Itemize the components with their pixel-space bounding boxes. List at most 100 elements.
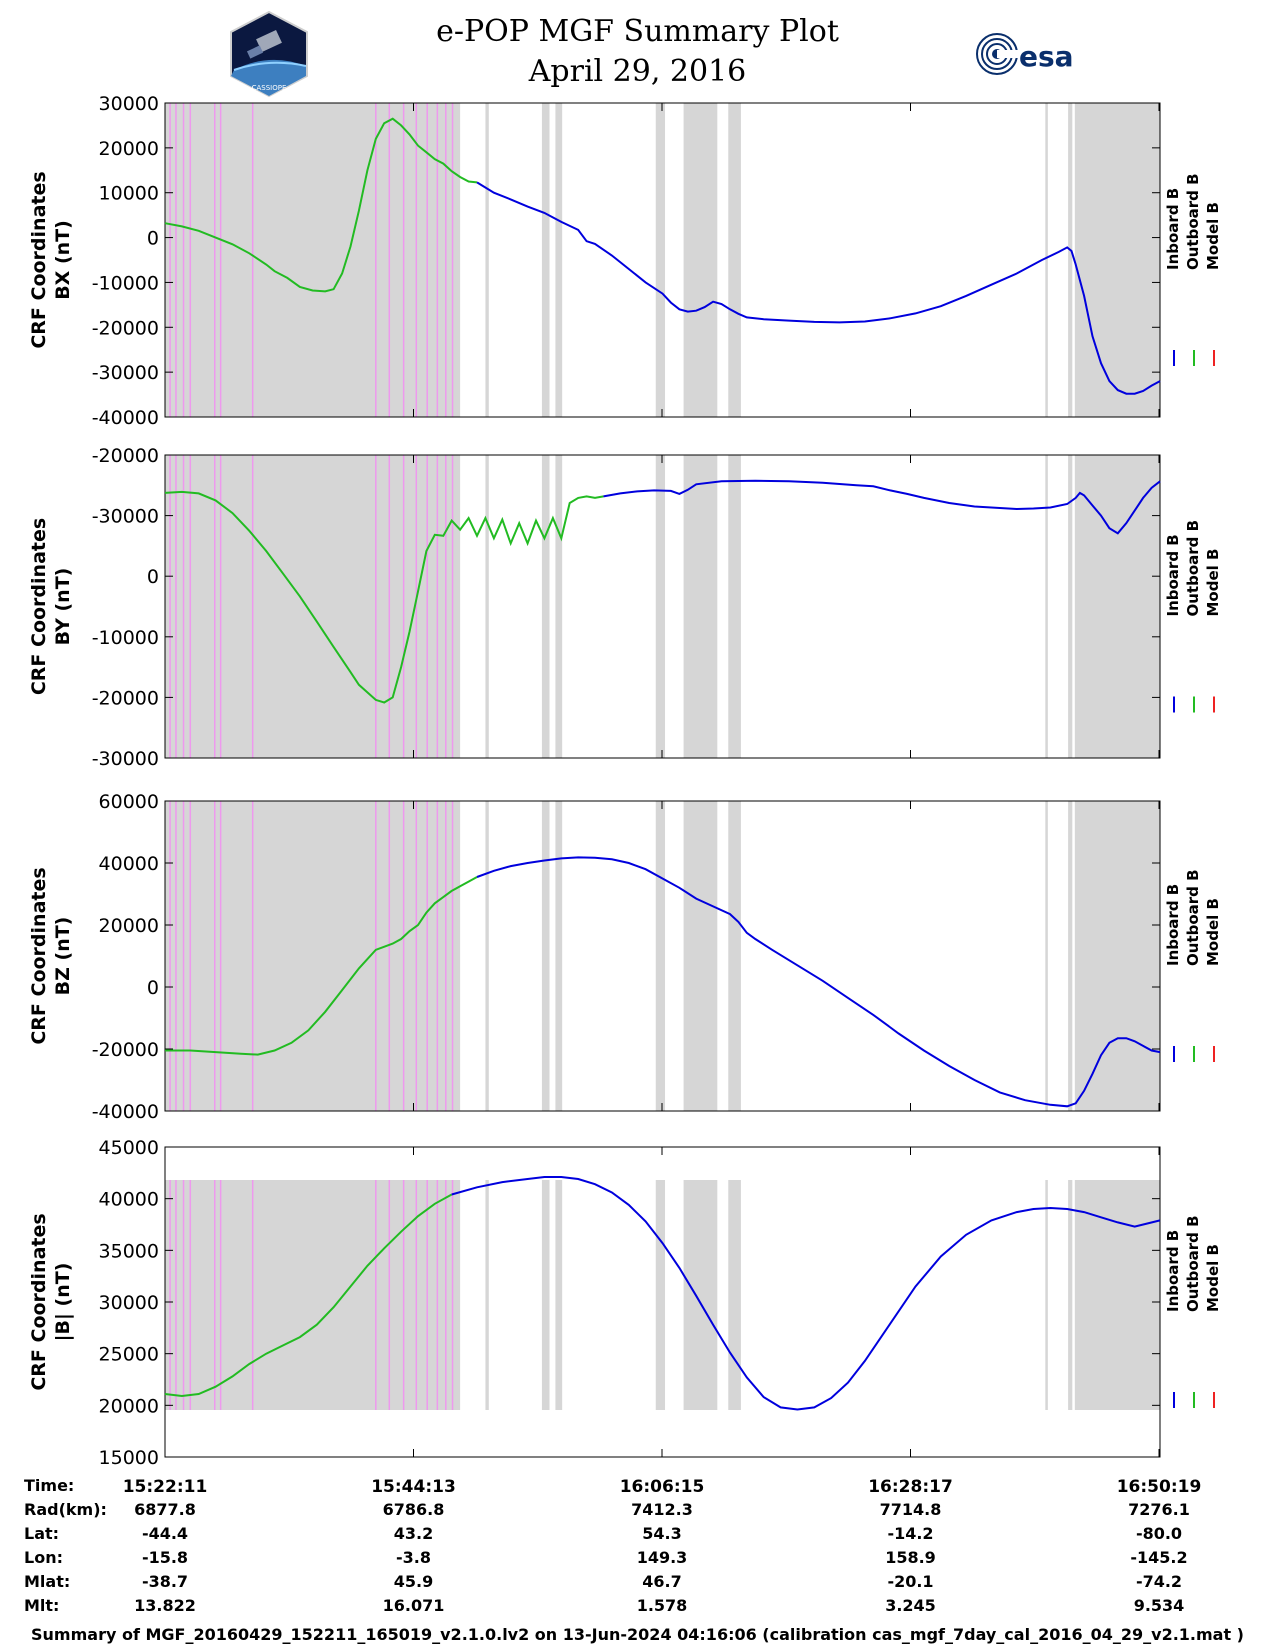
data-gap-band [655, 455, 666, 758]
data-gap-band [683, 103, 718, 417]
y-tick-label: 30000 [99, 93, 159, 115]
y-tick-label: -30000 [92, 362, 159, 384]
series-line-outboard-b [164, 1193, 453, 1398]
legend-label: Model B [1204, 549, 1222, 617]
ephemeris-value: 149.3 [636, 1548, 688, 1567]
series-line-inboard-b [476, 181, 1161, 395]
x-tick-label: 16:06:15 [620, 1477, 705, 1497]
x-tick-label: 16:28:17 [868, 1477, 953, 1497]
ephemeris-row-label: Mlt: [24, 1596, 60, 1615]
data-gap-band [655, 103, 666, 417]
ephemeris-value: -3.8 [396, 1548, 431, 1567]
epop-logo-text: CASSIOPE [252, 84, 287, 92]
data-gap-band [541, 103, 550, 417]
data-gap-band [555, 455, 563, 758]
data-gap-band [1074, 455, 1160, 758]
y-tick-label: 20000 [99, 138, 159, 160]
legend-label: Model B [1204, 202, 1222, 270]
y-tick-label: -20000 [92, 1039, 159, 1061]
x-tick-label: 15:44:13 [371, 1477, 456, 1497]
ephemeris-value: 6786.8 [382, 1500, 445, 1519]
data-gap-band [1045, 455, 1048, 758]
data-gap-band [555, 1180, 563, 1410]
ephemeris-value: 9.534 [1133, 1596, 1185, 1615]
legend-label: Outboard B [1184, 173, 1202, 270]
data-gap-band [1074, 1180, 1160, 1410]
y-tick-label: 45000 [99, 1137, 159, 1159]
ephemeris-value: -15.8 [141, 1548, 189, 1567]
ephemeris-row-label: Rad(km): [24, 1500, 107, 1519]
chart-title: e-POP MGF Summary Plot [436, 14, 839, 49]
ephemeris-value: -44.4 [141, 1524, 189, 1543]
ephemeris-value: 13.822 [134, 1596, 196, 1615]
ephemeris-value: 16.071 [382, 1596, 445, 1615]
data-gap-band [655, 801, 666, 1111]
series-line-outboard-b [165, 876, 478, 1056]
ephemeris-value: -80.0 [1135, 1524, 1183, 1543]
ephemeris-value: -20.1 [887, 1572, 934, 1591]
series-line-outboard-b [164, 117, 478, 293]
data-gap-band [683, 1180, 718, 1410]
data-gap-band [485, 1180, 489, 1410]
legend-label: Model B [1204, 898, 1222, 966]
ephemeris-value: 54.3 [642, 1524, 682, 1543]
data-gap-band [1068, 103, 1073, 417]
epop-mission-logo: CASSIOPE [230, 10, 308, 98]
data-gap-band [555, 103, 563, 417]
y-tick-label: -20000 [92, 445, 159, 467]
series-line-outboard-b [164, 490, 604, 704]
y-tick-label: -20000 [92, 687, 159, 709]
y-tick-label: -30000 [92, 748, 159, 770]
ephemeris-value: 43.2 [393, 1524, 434, 1543]
ephemeris-value: 45.9 [393, 1572, 434, 1591]
data-gap-band [541, 1180, 550, 1410]
y-axis-label: CRF Coordinates |B| (nT) [28, 1213, 74, 1390]
esa-logo-text: esa [1019, 40, 1074, 73]
data-gap-band [1074, 801, 1160, 1111]
y-tick-label: 30000 [99, 1292, 159, 1314]
y-tick-label: -20000 [92, 317, 159, 339]
data-gap-band [683, 801, 718, 1111]
data-gap-band [1045, 103, 1048, 417]
data-gap-band [541, 455, 550, 758]
data-gap-band [1068, 801, 1073, 1111]
data-gap-band [1045, 801, 1048, 1111]
data-gap-band [655, 1180, 666, 1410]
legend-label: Inboard B [1164, 884, 1182, 966]
y-tick-label: 35000 [99, 1240, 159, 1262]
y-tick-label: 0 [147, 566, 159, 588]
y-tick-label: 40000 [99, 1189, 159, 1211]
y-tick-label: 40000 [99, 853, 159, 875]
data-gap-band [728, 801, 741, 1111]
legend-label: Outboard B [1184, 1215, 1202, 1312]
data-gap-band [541, 801, 550, 1111]
esa-logo: esa [976, 33, 1074, 75]
ephemeris-value: -14.2 [887, 1524, 934, 1543]
ephemeris-row-label: Time: [24, 1476, 75, 1495]
data-gap-band [728, 455, 741, 758]
data-gap-band [485, 103, 489, 417]
ephemeris-value: 1.578 [636, 1596, 688, 1615]
y-tick-label: -30000 [92, 506, 159, 528]
ephemeris-value: 158.9 [885, 1548, 936, 1567]
ephemeris-value: 3.245 [885, 1596, 936, 1615]
ephemeris-value: -38.7 [141, 1572, 189, 1591]
y-axis-label: CRF Coordinates BY (nT) [28, 518, 74, 695]
y-tick-label: -10000 [92, 272, 159, 294]
data-gap-band [1068, 1180, 1073, 1410]
legend-label: Inboard B [1164, 534, 1182, 616]
y-tick-label: -40000 [92, 1101, 159, 1123]
y-tick-label: 20000 [99, 1395, 159, 1417]
legend-label: Model B [1204, 1244, 1222, 1312]
y-tick-label: 10000 [99, 183, 159, 205]
data-gap-band [1074, 103, 1160, 417]
data-gap-band [555, 801, 563, 1111]
y-tick-label: 20000 [99, 915, 159, 937]
ephemeris-row-label: Lat: [24, 1524, 60, 1543]
y-tick-label: 25000 [99, 1344, 159, 1366]
ephemeris-value: 7714.8 [879, 1500, 942, 1519]
series-line-inboard-b [603, 479, 1161, 535]
data-gap-band [485, 801, 489, 1111]
y-tick-label: -40000 [92, 407, 159, 429]
